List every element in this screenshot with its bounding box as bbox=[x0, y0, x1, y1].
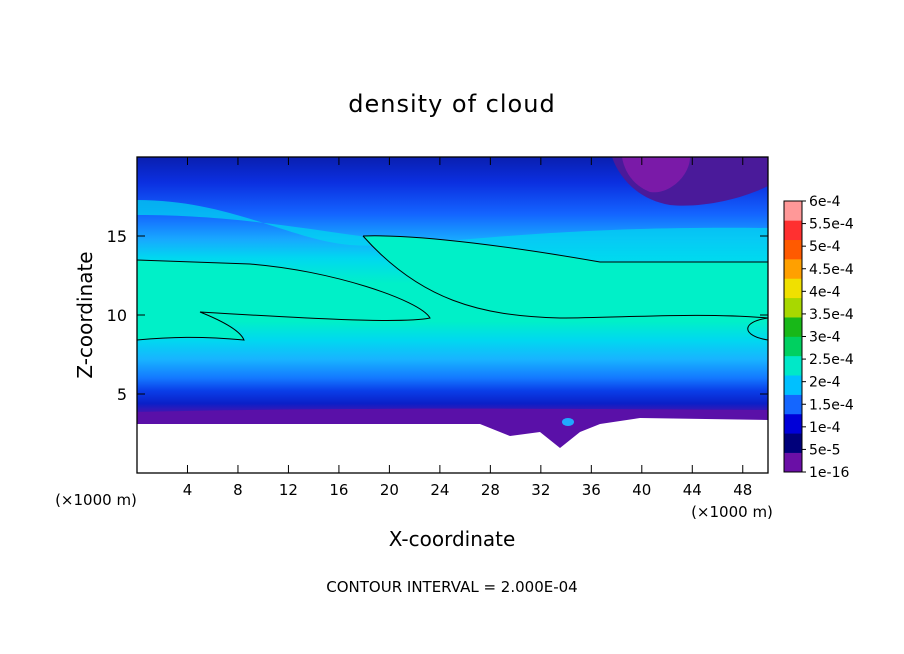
y-axis-label: Z-coordinate bbox=[73, 251, 97, 378]
colorbar-label: 5.5e-4 bbox=[809, 217, 854, 233]
x-tick-label: 24 bbox=[430, 481, 449, 499]
colorbar-label: 6e-4 bbox=[809, 194, 841, 210]
x-tick-label: 40 bbox=[632, 481, 651, 499]
x-tick-label: 36 bbox=[582, 481, 601, 499]
colorbar-label: 4.5e-4 bbox=[809, 262, 854, 278]
colorbar-swatch bbox=[784, 297, 802, 318]
colorbar-swatch bbox=[784, 433, 802, 453]
colorbar-label: 3.5e-4 bbox=[809, 307, 854, 323]
colorbar-label: 1e-4 bbox=[809, 420, 841, 436]
x-tick-label: 28 bbox=[481, 481, 500, 499]
colorbar-swatch bbox=[784, 355, 802, 376]
contour-lines bbox=[137, 235, 768, 341]
colorbar: 1e-16 5e-5 1e-4 1.5e-4 2e-4 2.5e-4 3e-4 3.5e-4 4… bbox=[783, 194, 854, 481]
chart-title: density of cloud bbox=[348, 90, 555, 118]
y-tick-label: 10 bbox=[107, 306, 127, 325]
x-tick-label: 4 bbox=[183, 481, 193, 499]
x-tick-label: 8 bbox=[233, 481, 243, 499]
y-axis: 5 10 15 bbox=[107, 227, 768, 404]
colorbar-label: 1e-16 bbox=[809, 465, 849, 481]
colorbar-swatch bbox=[784, 220, 802, 241]
colorbar-label: 5e-5 bbox=[809, 442, 840, 458]
colorbar-label: 3e-4 bbox=[809, 330, 841, 346]
x-unit-label-left: (×1000 m) bbox=[55, 491, 137, 509]
colorbar-swatch bbox=[784, 452, 802, 473]
colorbar-swatch bbox=[784, 201, 802, 221]
x-axis: 4 8 12 16 20 24 28 32 36 40 44 48 bbox=[183, 157, 752, 499]
y-tick-label: 15 bbox=[107, 227, 127, 246]
x-tick-label: 16 bbox=[329, 481, 348, 499]
y-tick-label: 5 bbox=[117, 385, 127, 404]
x-tick-label: 12 bbox=[279, 481, 298, 499]
plot-area bbox=[136, 156, 769, 474]
colorbar-label: 2.5e-4 bbox=[809, 352, 854, 368]
colorbar-swatch bbox=[784, 239, 802, 260]
x-tick-label: 32 bbox=[531, 481, 550, 499]
contour-interval-footer: CONTOUR INTERVAL = 2.000E-04 bbox=[326, 578, 577, 596]
colorbar-swatch bbox=[784, 375, 802, 395]
colorbar-label: 4e-4 bbox=[809, 284, 841, 300]
x-axis-label: X-coordinate bbox=[389, 527, 516, 551]
x-tick-label: 48 bbox=[733, 481, 752, 499]
colorbar-swatch bbox=[784, 259, 802, 279]
colorbar-label: 2e-4 bbox=[809, 375, 841, 391]
x-tick-label: 44 bbox=[683, 481, 702, 499]
x-tick-label: 20 bbox=[380, 481, 399, 499]
colorbar-label: 1.5e-4 bbox=[809, 397, 854, 413]
colorbar-label: 5e-4 bbox=[809, 239, 841, 255]
colorbar-swatch bbox=[784, 278, 802, 299]
heatmap-field bbox=[137, 157, 768, 473]
x-unit-label-right: (×1000 m) bbox=[691, 503, 773, 521]
colorbar-swatch bbox=[784, 317, 802, 337]
colorbar-swatch bbox=[784, 413, 802, 434]
colorbar-swatch bbox=[784, 394, 802, 415]
colorbar-swatch bbox=[784, 336, 802, 357]
